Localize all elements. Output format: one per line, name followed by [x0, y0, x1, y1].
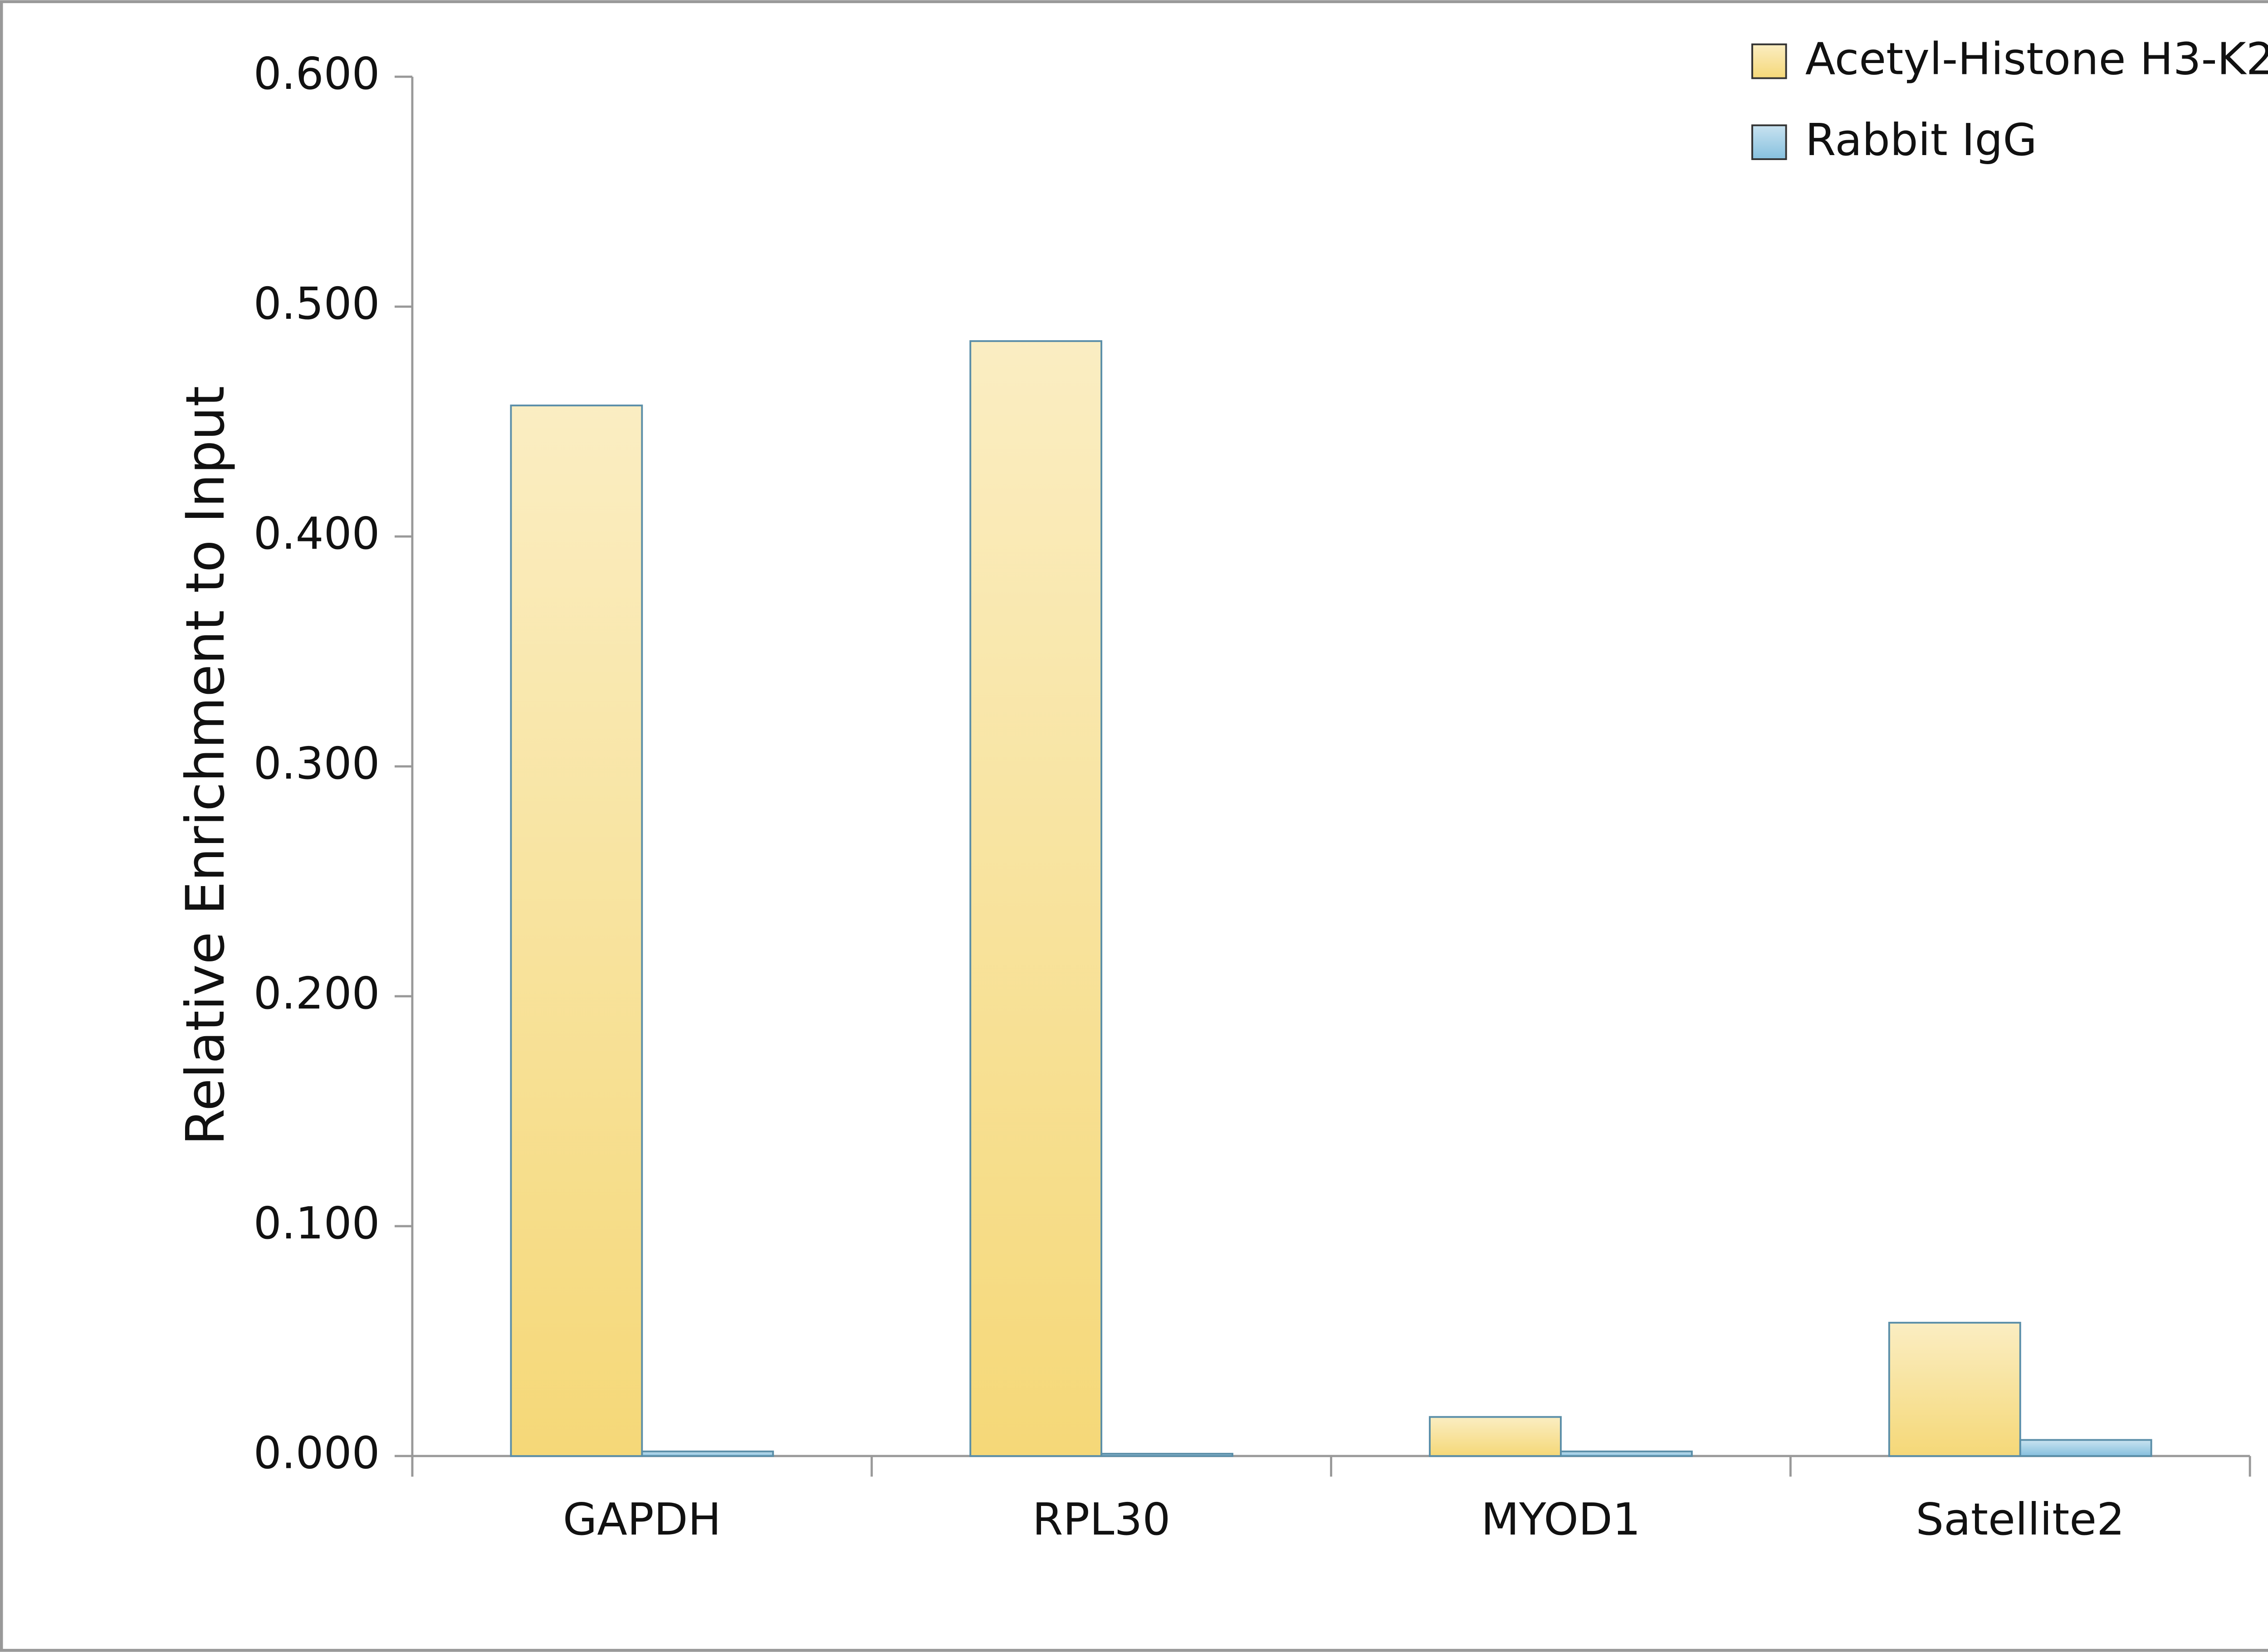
y-tick-label: 0.000: [254, 1428, 380, 1479]
legend-swatch: [1751, 43, 1787, 79]
bar: [969, 340, 1103, 1457]
y-tick-label: 0.300: [254, 738, 380, 789]
bar: [1559, 1450, 1693, 1457]
legend-label: Acetyl-Histone H3-K27: [1805, 34, 2268, 85]
bar: [1100, 1452, 1233, 1457]
y-tick-label: 0.500: [254, 278, 380, 329]
legend-swatch: [1751, 124, 1787, 160]
x-tick-label: MYOD1: [1481, 1494, 1641, 1545]
bar: [1888, 1321, 2021, 1457]
y-axis-title: Relative Enrichment to Input: [175, 386, 236, 1145]
x-tick-label: RPL30: [1032, 1494, 1171, 1545]
bar: [510, 404, 643, 1457]
bar: [2019, 1439, 2152, 1457]
y-tick-label: 0.100: [254, 1198, 380, 1249]
bar: [641, 1450, 774, 1457]
y-tick-label: 0.400: [254, 508, 380, 559]
x-tick-label: Satellite2: [1916, 1494, 2125, 1545]
legend-label: Rabbit IgG: [1805, 114, 2037, 166]
x-tick-label: GAPDH: [563, 1494, 721, 1545]
y-tick-label: 0.600: [254, 48, 380, 99]
y-tick-label: 0.200: [254, 968, 380, 1019]
bar: [1429, 1416, 1562, 1457]
